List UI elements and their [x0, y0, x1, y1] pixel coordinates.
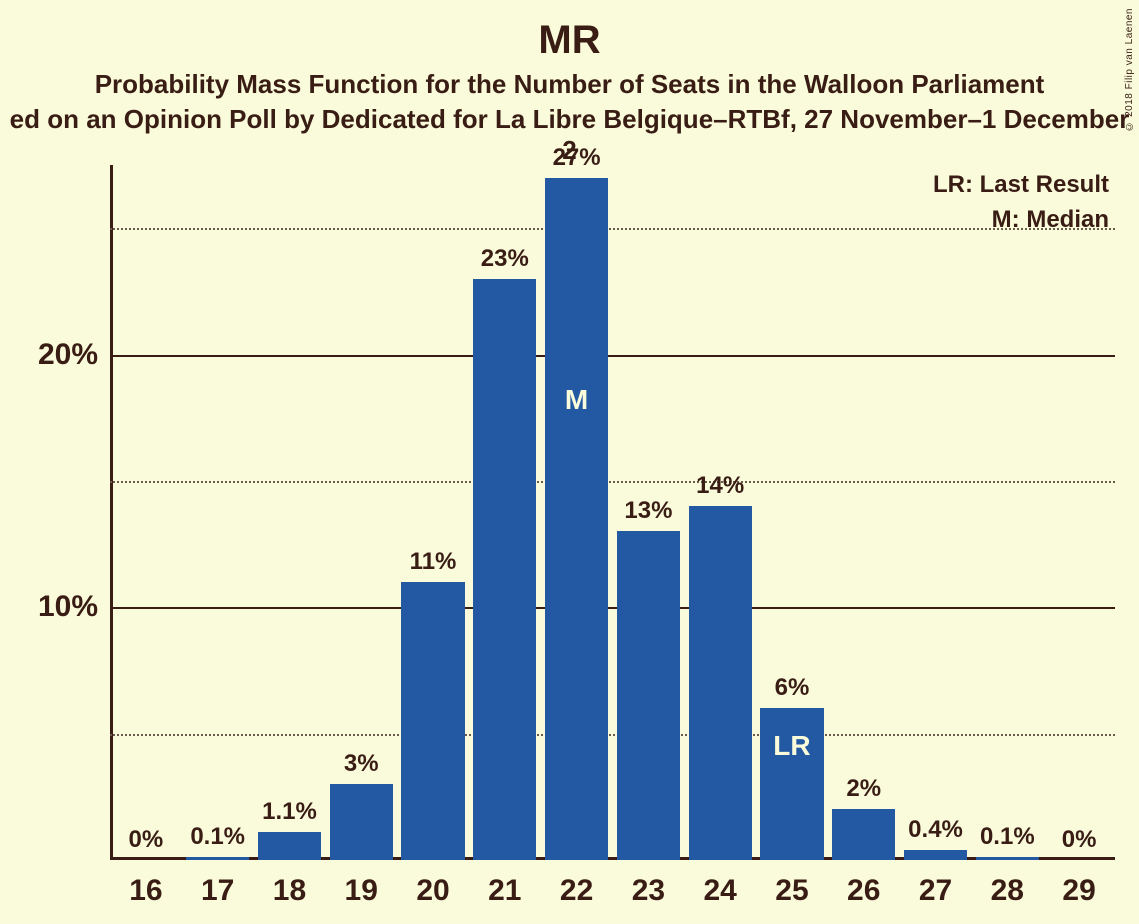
bar-value-label: 13%	[624, 497, 672, 525]
chart-title: MR	[0, 18, 1139, 63]
bar-value-label: 0%	[129, 826, 164, 854]
bar	[401, 582, 464, 860]
bar-slot: 6%25LR	[756, 165, 828, 860]
x-tick-label: 26	[847, 874, 880, 908]
bar-slot: 0.4%27	[900, 165, 972, 860]
bar	[904, 850, 967, 860]
bar-slot: 2%26	[828, 165, 900, 860]
bar-value-label: 14%	[696, 472, 744, 500]
x-tick-label: 16	[129, 874, 162, 908]
x-tick-label: 29	[1062, 874, 1095, 908]
bar-slot: 23%21	[469, 165, 541, 860]
bar	[617, 531, 680, 860]
bar-value-label: 27%	[553, 144, 601, 172]
bar-value-label: 6%	[775, 674, 810, 702]
x-tick-label: 18	[273, 874, 306, 908]
bar-slot: 27%22M	[541, 165, 613, 860]
bar-slot: 0.1%28	[971, 165, 1043, 860]
bar	[258, 832, 321, 860]
bar-value-label: 0.4%	[908, 816, 963, 844]
bar	[689, 506, 752, 860]
bar-value-label: 11%	[410, 548, 457, 576]
x-tick-label: 22	[560, 874, 593, 908]
bar-slot: 11%20	[397, 165, 469, 860]
x-tick-label: 28	[991, 874, 1024, 908]
last-result-marker: LR	[773, 730, 810, 762]
plot-area: 0%160.1%171.1%183%1911%2023%2127%22M13%2…	[110, 165, 1115, 860]
bar	[976, 857, 1039, 860]
bar-value-label: 0.1%	[190, 823, 245, 851]
chart-subtitle: Probability Mass Function for the Number…	[0, 69, 1139, 100]
bar-value-label: 23%	[481, 245, 529, 273]
bar	[832, 809, 895, 860]
x-tick-label: 27	[919, 874, 952, 908]
bar-slot: 0.1%17	[182, 165, 254, 860]
bar-value-label: 2%	[846, 775, 881, 803]
x-tick-label: 24	[703, 874, 736, 908]
y-tick-label: 20%	[38, 338, 98, 372]
x-tick-label: 20	[416, 874, 449, 908]
bar-slot: 13%23	[613, 165, 685, 860]
bar	[330, 784, 393, 860]
bar-slot: 3%19	[325, 165, 397, 860]
bar-value-label: 3%	[344, 750, 379, 778]
x-tick-label: 25	[775, 874, 808, 908]
x-tick-label: 23	[632, 874, 665, 908]
median-marker: M	[565, 384, 588, 416]
bar-value-label: 0%	[1062, 826, 1097, 854]
bar-slot: 0%29	[1043, 165, 1115, 860]
bar-slot: 14%24	[684, 165, 756, 860]
x-tick-label: 21	[488, 874, 521, 908]
bar-slot: 1.1%18	[254, 165, 326, 860]
bar-value-label: 0.1%	[980, 823, 1035, 851]
bars-container: 0%160.1%171.1%183%1911%2023%2127%22M13%2…	[110, 165, 1115, 860]
y-tick-label: 10%	[38, 590, 98, 624]
copyright-text: © 2018 Filip van Laenen	[1124, 8, 1135, 132]
bar	[545, 178, 608, 860]
x-tick-label: 19	[345, 874, 378, 908]
bar	[473, 279, 536, 860]
bar-value-label: 1.1%	[262, 798, 317, 826]
bar-slot: 0%16	[110, 165, 182, 860]
x-tick-label: 17	[201, 874, 234, 908]
bar	[186, 857, 249, 860]
